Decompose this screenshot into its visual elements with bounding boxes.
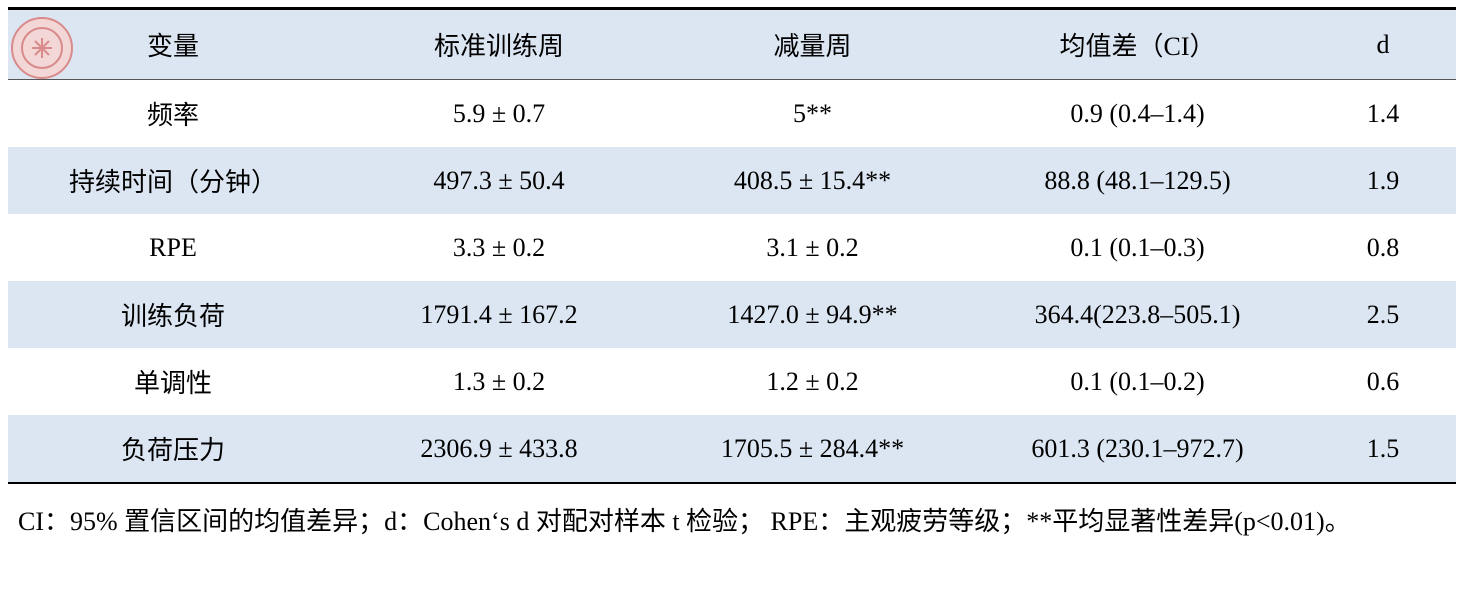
table-cell: 408.5 ± 15.4** (733, 165, 892, 195)
table-cell: 0.1 (0.1–0.3) (1070, 232, 1205, 262)
header-row: 变量 标准训练周 减量周 均值差（CI） d (8, 10, 1456, 80)
header-cell: 均值差（CI） (1059, 32, 1216, 61)
table-row: 单调性 1.3 ± 0.2 1.2 ± 0.2 0.1 (0.1–0.2) 0.6 (8, 348, 1456, 415)
table-cell: 5** (793, 98, 832, 128)
table-row: RPE 3.3 ± 0.2 3.1 ± 0.2 0.1 (0.1–0.3) 0.8 (8, 214, 1456, 281)
table-cell: 1791.4 ± 167.2 (420, 299, 578, 329)
table-cell: 2306.9 ± 433.8 (420, 433, 578, 463)
header-cell: 减量周 (773, 32, 852, 61)
table-cell: 88.8 (48.1–129.5) (1044, 165, 1231, 195)
table: 变量 标准训练周 减量周 均值差（CI） d 频率 5.9 ± 0.7 5** 0.9 (0.4… (8, 7, 1456, 484)
table-row: 频率 5.9 ± 0.7 5** 0.9 (0.4–1.4) 1.4 (8, 80, 1456, 147)
table-cell: 0.8 (1366, 232, 1400, 262)
header-cell: 标准训练周 (433, 32, 564, 61)
table-cell: 364.4(223.8–505.1) (1034, 299, 1241, 329)
table-cell: 601.3 (230.1–972.7) (1031, 433, 1244, 463)
table-cell: 1.2 ± 0.2 (766, 366, 859, 396)
table-cell: 1.9 (1366, 165, 1400, 195)
table-cell: 1.3 ± 0.2 (452, 366, 546, 396)
table-row: 训练负荷 1791.4 ± 167.2 1427.0 ± 94.9** 364.4(2… (8, 281, 1456, 348)
logo (11, 17, 73, 79)
table-cell: 持续时间（分钟） (68, 168, 277, 197)
header-cell: 变量 (146, 32, 199, 61)
table-cell: 1.5 (1366, 433, 1400, 463)
table-cell: 单调性 (133, 369, 212, 398)
table-cell: 负荷压力 (120, 436, 225, 465)
table-cell: 5.9 ± 0.7 (452, 98, 546, 128)
table-cell: 3.1 ± 0.2 (766, 232, 859, 262)
table-cell: 1427.0 ± 94.9** (727, 299, 898, 329)
table-cell: 3.3 ± 0.2 (452, 232, 546, 262)
table-cell: 0.9 (0.4–1.4) (1070, 98, 1205, 128)
table-row: 负荷压力 2306.9 ± 433.8 1705.5 ± 284.4** 601.3 … (8, 415, 1456, 482)
table-cell: 1.4 (1366, 98, 1400, 128)
table-cell: RPE (149, 232, 197, 262)
table-row: 持续时间（分钟） 497.3 ± 50.4 408.5 ± 15.4** 88.8 (… (8, 147, 1456, 214)
footnote: CI：95% 置信区间的均值差异；d：Cohen‘s d 对配对样本 t 检验；… (18, 507, 1351, 536)
table-cell: 训练负荷 (120, 302, 225, 331)
table-cell: 1705.5 ± 284.4** (720, 433, 905, 463)
table-cell: 2.5 (1366, 299, 1400, 329)
table-cell: 497.3 ± 50.4 (433, 165, 565, 195)
header-cell: d (1376, 29, 1390, 59)
table-cell: 0.1 (0.1–0.2) (1070, 366, 1205, 396)
table-cell: 0.6 (1366, 366, 1400, 396)
table-cell: 频率 (146, 101, 199, 130)
